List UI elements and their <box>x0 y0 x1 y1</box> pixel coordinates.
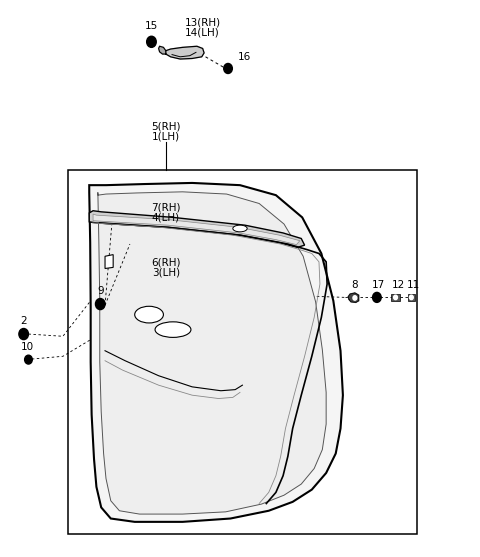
Text: 6(RH): 6(RH) <box>151 257 180 267</box>
Polygon shape <box>89 211 305 247</box>
Circle shape <box>224 63 232 74</box>
Polygon shape <box>93 214 300 245</box>
Ellipse shape <box>233 225 247 232</box>
Circle shape <box>96 299 105 310</box>
Text: 15: 15 <box>145 21 158 31</box>
Circle shape <box>24 355 32 364</box>
FancyBboxPatch shape <box>408 294 415 301</box>
Circle shape <box>147 36 156 47</box>
Polygon shape <box>89 183 343 522</box>
Polygon shape <box>98 192 326 514</box>
Text: 5(RH): 5(RH) <box>151 121 180 131</box>
Bar <box>68 170 417 534</box>
Text: 11: 11 <box>407 280 420 290</box>
Polygon shape <box>348 293 359 302</box>
Circle shape <box>394 295 397 300</box>
Ellipse shape <box>155 322 191 338</box>
Circle shape <box>409 295 413 300</box>
Text: 9: 9 <box>97 286 104 296</box>
Circle shape <box>353 296 357 300</box>
Text: 17: 17 <box>372 280 385 290</box>
Text: 12: 12 <box>391 280 405 290</box>
FancyBboxPatch shape <box>391 294 400 301</box>
Text: 10: 10 <box>21 342 34 352</box>
Text: 2: 2 <box>20 316 27 326</box>
Polygon shape <box>158 46 166 54</box>
Text: 3(LH): 3(LH) <box>152 267 180 277</box>
Text: 1(LH): 1(LH) <box>152 131 180 141</box>
Text: 16: 16 <box>238 52 251 62</box>
Text: 14(LH): 14(LH) <box>185 27 220 37</box>
Circle shape <box>19 329 28 340</box>
Text: 7(RH): 7(RH) <box>151 203 180 213</box>
Polygon shape <box>105 255 113 268</box>
Text: 4(LH): 4(LH) <box>152 213 180 223</box>
Ellipse shape <box>135 306 163 323</box>
Circle shape <box>372 292 381 302</box>
Polygon shape <box>166 46 204 59</box>
Text: 8: 8 <box>351 280 358 290</box>
Text: 13(RH): 13(RH) <box>185 17 221 27</box>
